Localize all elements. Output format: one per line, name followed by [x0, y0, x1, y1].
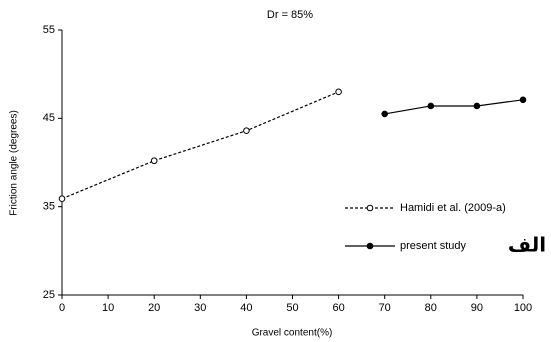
data-point — [150, 157, 158, 165]
series-line — [61, 91, 339, 200]
x-tick-label: 40 — [240, 302, 252, 314]
data-point — [381, 110, 389, 118]
y-tick-label: 35 — [43, 201, 55, 213]
y-tick-label: 55 — [43, 24, 55, 36]
series-line — [384, 99, 524, 115]
x-tick-label: 90 — [471, 302, 483, 314]
annotation: الف — [508, 233, 546, 257]
x-tick-label: 60 — [332, 302, 344, 314]
y-tick-label: 45 — [43, 112, 55, 124]
data-point — [519, 96, 527, 104]
data-point — [58, 195, 66, 203]
legend-label: Hamidi et al. (2009-a) — [400, 202, 506, 214]
x-tick-label: 100 — [514, 302, 532, 314]
x-tick-label: 20 — [148, 302, 160, 314]
legend-marker — [366, 242, 374, 250]
data-point — [473, 102, 481, 110]
x-axis-label: Gravel content(%) — [252, 328, 333, 339]
x-tick-label: 0 — [59, 302, 65, 314]
y-axis-label: Friction angle (degrees) — [9, 110, 20, 216]
data-point — [427, 102, 435, 110]
legend-label: present study — [400, 240, 467, 252]
x-tick-label: 10 — [102, 302, 114, 314]
data-point — [243, 127, 250, 134]
x-tick-label: 30 — [194, 302, 206, 314]
legend-marker — [366, 204, 374, 212]
x-tick-label: 80 — [425, 302, 437, 314]
chart-title: Dr = 85% — [267, 9, 313, 21]
x-tick-label: 50 — [286, 302, 298, 314]
data-point — [335, 88, 342, 96]
x-tick-label: 70 — [379, 302, 391, 314]
y-tick-label: 25 — [43, 289, 55, 301]
